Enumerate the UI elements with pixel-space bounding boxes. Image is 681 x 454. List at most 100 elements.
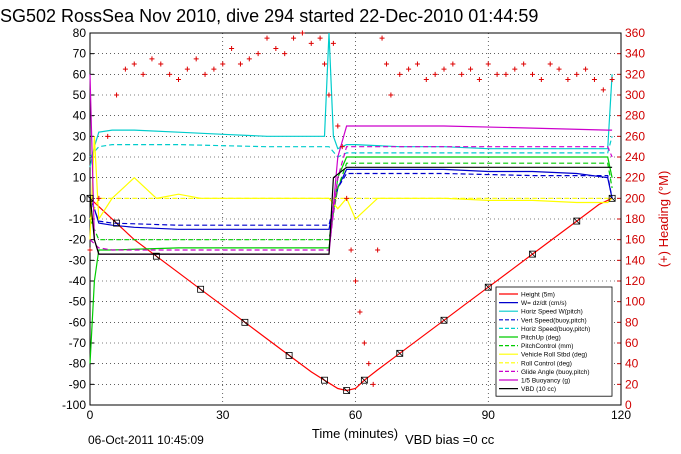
heading-point (149, 56, 155, 62)
height-marker-x (197, 285, 204, 293)
heading-point (406, 66, 412, 72)
legend-label: W= dz/dt (cm/s) (521, 300, 567, 307)
series-vert-speed-buoy-pitch (89, 172, 613, 226)
y2-tick-label: 40 (625, 357, 639, 371)
y-tick-label: 40 (73, 109, 87, 123)
height-marker-x (396, 350, 404, 357)
heading-point (322, 61, 328, 67)
heading-point (375, 247, 381, 253)
height-marker-x (321, 376, 328, 384)
y-tick-label: 60 (73, 67, 87, 81)
height-marker (608, 194, 616, 202)
y-tick-label: 50 (73, 88, 87, 102)
heading-point (193, 56, 199, 62)
y-tick-label: -100 (62, 398, 86, 412)
height-marker (86, 194, 94, 202)
series-vehicle-roll-stbd-deg (89, 136, 613, 240)
y2-tick-label: 340 (625, 47, 645, 61)
height-marker-x (440, 316, 448, 324)
heading-point (459, 71, 465, 77)
heading-point (353, 278, 358, 284)
height-marker-x (529, 250, 536, 258)
legend-label: Horiz Speed(buoy,pitch) (521, 326, 590, 333)
heading-point (348, 247, 354, 253)
heading-point (184, 66, 190, 72)
height-marker (113, 219, 120, 227)
height-marker (396, 349, 404, 357)
height-marker-x (241, 319, 249, 326)
height-marker-x (343, 387, 350, 394)
heading-point (220, 61, 226, 67)
height-marker-x (113, 219, 120, 227)
heading-point (131, 61, 137, 67)
y2-tick-label: 360 (625, 26, 645, 40)
y2-tick-label: 20 (625, 377, 639, 391)
y-tick-label: -40 (69, 274, 87, 288)
heading-point (530, 71, 535, 77)
series-1-5-buoyancy-g (89, 74, 613, 255)
heading-point (211, 66, 217, 72)
heading-point (158, 61, 164, 67)
heading-point (379, 35, 385, 41)
heading-point (291, 35, 297, 41)
y2-tick-label: 300 (625, 88, 645, 102)
heading-point (556, 66, 562, 72)
heading-point (383, 61, 389, 67)
marker-layer (86, 194, 616, 394)
heading-point (357, 309, 363, 315)
height-marker (343, 387, 351, 394)
heading-point (388, 92, 394, 98)
heading-point (105, 133, 111, 139)
heading-point (547, 61, 553, 67)
heading-point (521, 61, 527, 67)
series-heading (87, 30, 615, 387)
heading-point (476, 77, 482, 82)
heading-point (494, 71, 500, 77)
heading-point (423, 77, 429, 82)
y2-tick-label: 280 (625, 109, 645, 123)
heading-point (202, 71, 208, 77)
heading-point (114, 92, 120, 98)
heading-point (122, 66, 128, 72)
heading-point (441, 66, 447, 72)
legend-label: VBD (10 cc) (521, 386, 556, 393)
heading-point (512, 66, 518, 72)
heading-point (609, 77, 615, 82)
heading-point (308, 40, 314, 46)
height-marker (573, 217, 581, 225)
height-marker (285, 351, 293, 359)
heading-point (344, 195, 350, 201)
series-horiz-speed-buoy-pitch (89, 136, 613, 158)
series-glide-angle-buoy-pitch (89, 146, 613, 251)
date-stamp: 06-Oct-2011 10:45:09 (88, 433, 204, 447)
heading-point (330, 40, 336, 46)
series-pitchcontrol-mm (89, 162, 613, 241)
legend-label: PitchControl (mm) (521, 343, 573, 350)
y-tick-label: -50 (69, 295, 87, 309)
heading-point (450, 61, 456, 67)
heading-point (583, 66, 589, 72)
heading-point (468, 66, 474, 72)
y-tick-label: -70 (69, 336, 87, 350)
heading-point (503, 71, 509, 77)
heading-point (591, 77, 597, 82)
series-w-dz-dt-cm-s (89, 168, 613, 230)
heading-point (600, 87, 606, 93)
y2-tick-labels: 0 20 40 60 80 100 120 140 160 180 200 220 240 260 280 3… (625, 26, 645, 412)
series-layer (87, 30, 615, 392)
legend-label: Vert Speed(buoy,pitch) (521, 317, 587, 324)
heading-point (370, 381, 376, 387)
y-tick-label: 20 (73, 150, 87, 164)
y2-tick-label: 80 (625, 315, 639, 329)
legend-label: 1/5 Buoyancy (g) (521, 378, 570, 385)
height-marker (152, 252, 160, 260)
y2-tick-label: 260 (625, 129, 645, 143)
y-tick-label: -10 (69, 212, 87, 226)
heading-point (229, 46, 235, 51)
height-marker-x (361, 376, 368, 384)
y-tick-label: 0 (79, 191, 86, 205)
heading-point (237, 61, 243, 67)
height-marker (321, 376, 328, 384)
y2-tick-label: 0 (625, 398, 632, 412)
